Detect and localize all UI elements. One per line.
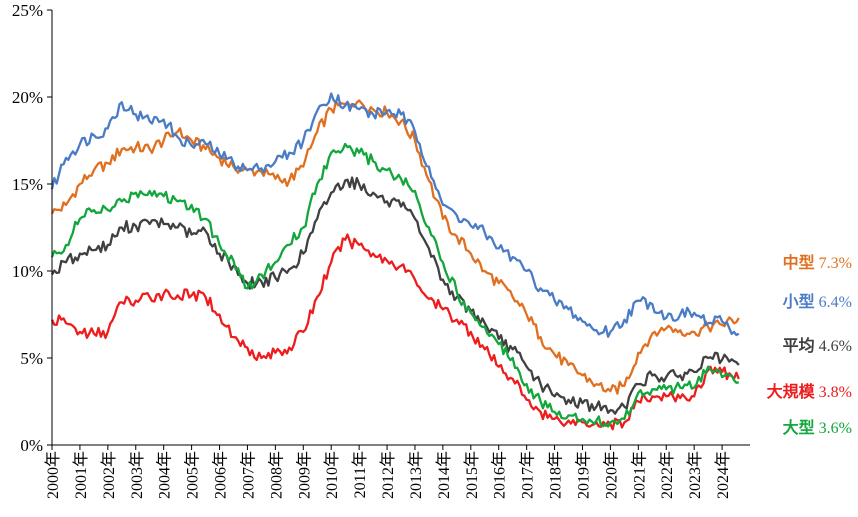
series-end-label: 中型 7.3% — [783, 253, 852, 272]
x-tick-label: 2007年 — [239, 451, 257, 499]
series-line-4 — [50, 142, 739, 428]
series-end-value: 3.8% — [819, 384, 852, 401]
x-tick-label: 2013年 — [407, 451, 425, 499]
y-tick-label: 20% — [12, 88, 43, 107]
y-tick-label: 0% — [20, 436, 43, 455]
x-tick-label: 2019年 — [574, 451, 592, 499]
x-tick-label: 2012年 — [379, 451, 397, 499]
series-line-0 — [50, 99, 740, 395]
x-tick-label: 2015年 — [463, 451, 481, 499]
x-tick-label: 2009年 — [295, 451, 313, 499]
series-name: 中型 — [783, 253, 819, 272]
x-tick-label: 2016年 — [491, 451, 509, 499]
x-tick-label: 2017年 — [519, 451, 537, 499]
series-name: 大規模 — [767, 382, 819, 401]
x-tick-label: 2006年 — [212, 451, 230, 499]
axes — [51, 10, 750, 446]
x-tick-label: 2005年 — [184, 451, 202, 499]
x-tick-label: 2021年 — [630, 451, 648, 499]
series-line-3 — [50, 233, 740, 431]
x-tick-label: 2002年 — [100, 451, 118, 499]
x-tick-label: 2004年 — [156, 451, 174, 499]
y-tick-labels: 0% 5% 10% 15% 20% 25% — [12, 1, 52, 455]
x-tick-label: 2003年 — [128, 451, 146, 499]
x-tick-label: 2022年 — [658, 451, 676, 499]
series-end-label: 大規模 3.8% — [767, 382, 852, 401]
series-line-2 — [51, 176, 740, 415]
y-tick-label: 15% — [12, 175, 43, 194]
series-end-label: 大型 3.6% — [783, 418, 852, 437]
x-tick-labels: 2000年 2001年 2002年 2003年 2004年 2005年 2006年 2007年… — [44, 445, 732, 499]
x-tick-label: 2014年 — [435, 451, 453, 499]
series-name: 大型 — [783, 418, 819, 437]
series-end-value: 3.6% — [819, 420, 852, 437]
x-tick-label: 2001年 — [72, 451, 90, 499]
x-tick-label: 2000年 — [44, 451, 62, 499]
series-name: 平均 — [783, 336, 819, 355]
series-name: 小型 — [783, 293, 819, 311]
series-end-labels: 中型 7.3%小型 6.4%平均 4.6%大規模 3.8%大型 3.6% — [767, 253, 852, 437]
x-tick-label: 2018年 — [547, 451, 565, 499]
x-tick-label: 2008年 — [267, 451, 285, 499]
series-lines — [50, 92, 740, 431]
x-tick-label: 2023年 — [686, 451, 704, 499]
x-tick-label: 2011年 — [351, 451, 369, 498]
series-end-value: 7.3% — [819, 255, 852, 272]
series-line-1 — [50, 92, 740, 338]
x-tick-label: 2010年 — [323, 451, 341, 499]
series-end-value: 6.4% — [819, 294, 852, 311]
y-tick-label: 25% — [12, 1, 43, 20]
series-end-label: 平均 4.6% — [783, 336, 852, 355]
x-tick-label: 2024年 — [714, 451, 732, 499]
y-tick-label: 10% — [12, 262, 43, 281]
y-tick-label: 5% — [20, 349, 43, 368]
series-end-value: 4.6% — [819, 338, 852, 355]
series-end-label: 小型 6.4% — [783, 293, 852, 311]
x-tick-label: 2020年 — [602, 451, 620, 499]
